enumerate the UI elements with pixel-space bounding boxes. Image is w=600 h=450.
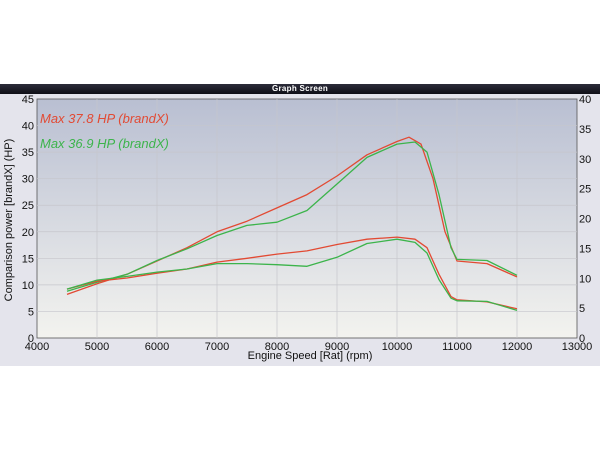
y-tick-label: 10 <box>22 280 34 292</box>
y2-tick-label: 20 <box>579 214 591 226</box>
y-tick-label: 15 <box>22 253 34 265</box>
y2-tick-label: 10 <box>579 273 591 285</box>
x-tick-label: 12000 <box>502 341 533 353</box>
y2-tick-label: 0 <box>579 333 585 345</box>
x-axis-label: Engine Speed [Rat] (rpm) <box>248 350 373 362</box>
y2-tick-label: 30 <box>579 154 591 166</box>
x-tick-label: 4000 <box>25 341 49 353</box>
y2-tick-label: 40 <box>579 94 591 106</box>
series-line-4 <box>66 238 518 312</box>
y-tick-label: 25 <box>22 200 34 212</box>
power-curve-chart: 4000 5000 6000 7000 8000 9000 10000 11000 12000 1… <box>3 94 593 362</box>
y2-tick-label: 35 <box>579 124 591 136</box>
y-tick-label: 30 <box>22 174 34 186</box>
x-tick-label: 5000 <box>85 341 109 353</box>
y-tick-label: 5 <box>28 306 34 318</box>
y-tick-label: 0 <box>28 333 34 345</box>
grid <box>37 99 577 338</box>
window-title: Graph Screen <box>271 84 329 93</box>
x-tick-label: 9000 <box>325 341 349 353</box>
y-tick-label: 45 <box>22 94 34 106</box>
y-tick-label: 40 <box>22 121 34 133</box>
y2-tick-label: 25 <box>579 184 591 196</box>
y2-tick-label: 15 <box>579 243 591 255</box>
x-tick-label: 8000 <box>265 341 289 353</box>
series-lines <box>66 136 518 312</box>
legend-entry-1: Max 37.8 HP (brandX) <box>40 111 169 126</box>
window-titlebar: Graph Screen <box>0 84 600 94</box>
y2-tick-label: 5 <box>579 303 585 315</box>
graph-screen-window: Graph Screen 4000 5000 6000 7000 8000 9000 100… <box>0 84 600 366</box>
y-axis-label: Comparison power [brandX] (HP) <box>3 139 15 302</box>
x-tick-label: 10000 <box>382 341 413 353</box>
x-tick-label: 6000 <box>145 341 169 353</box>
series-line-2 <box>66 141 518 292</box>
y-tick-label: 35 <box>22 147 34 159</box>
x-tick-label: 7000 <box>205 341 229 353</box>
x-tick-label: 11000 <box>442 341 472 353</box>
tick-labels: 4000 5000 6000 7000 8000 9000 10000 11000 12000 1… <box>22 94 593 353</box>
x-tick-label: 13000 <box>562 341 593 353</box>
series-line-3 <box>66 236 518 310</box>
y-tick-label: 20 <box>22 227 34 239</box>
plot-area <box>36 98 578 339</box>
legend-entry-2: Max 36.9 HP (brandX) <box>40 136 169 151</box>
